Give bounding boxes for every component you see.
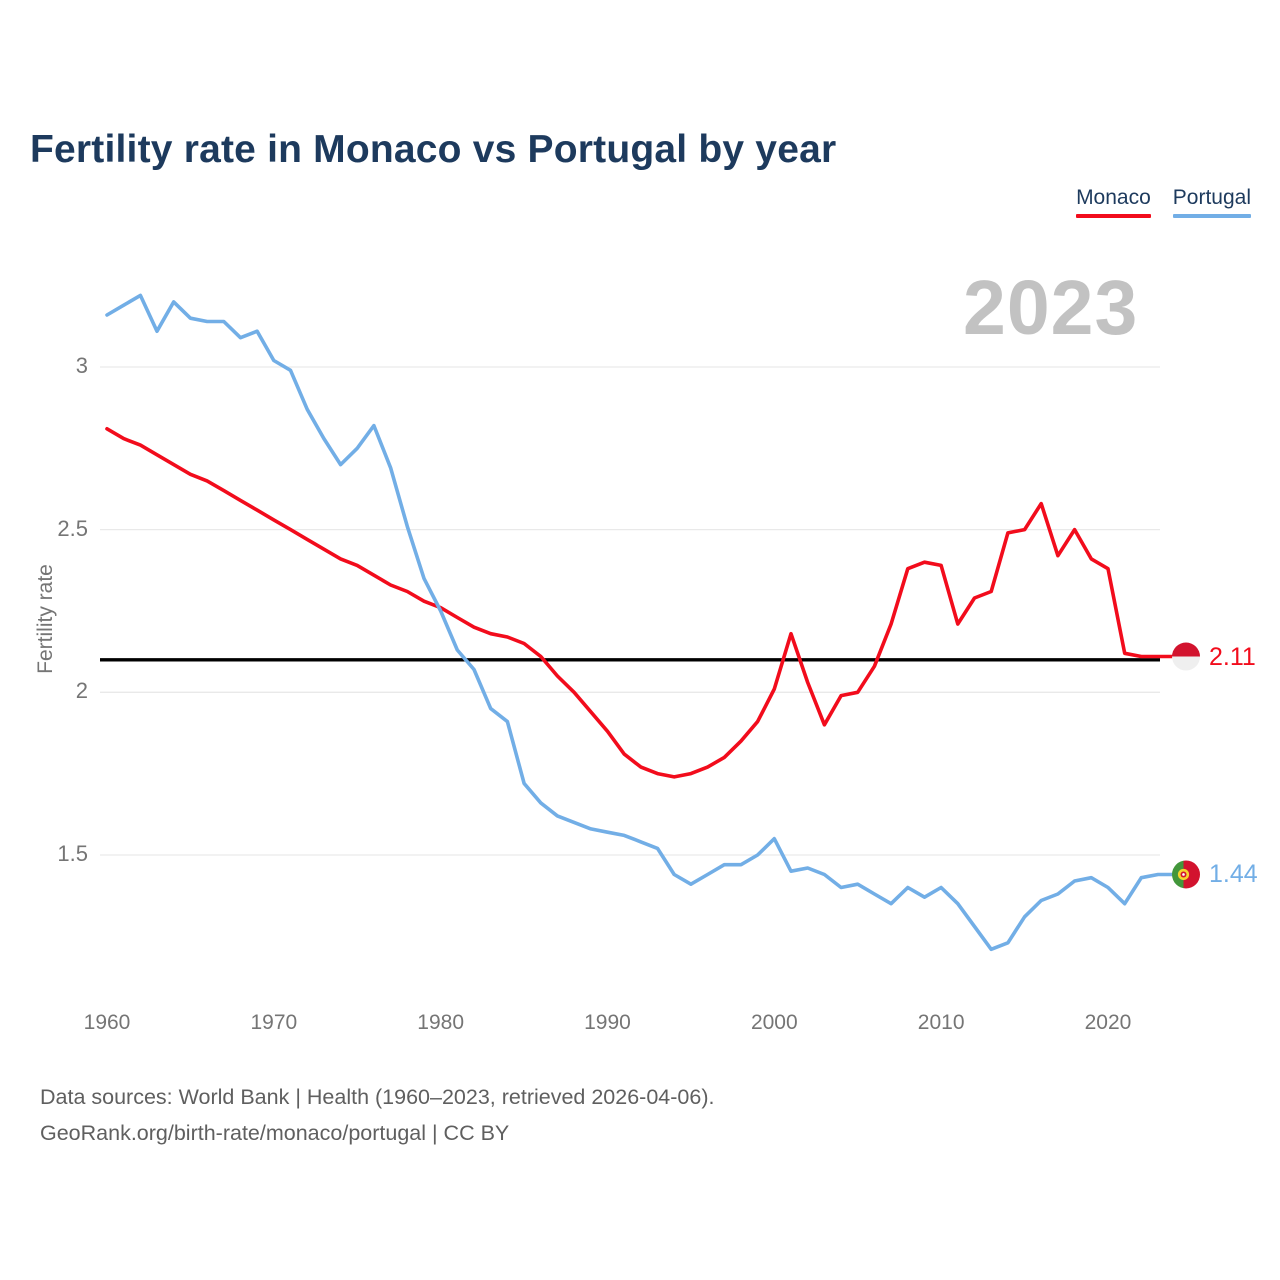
year-watermark: 2023: [963, 265, 1139, 351]
legend-item-portugal[interactable]: Portugal: [1172, 186, 1251, 218]
legend-underline-portugal: [1172, 214, 1251, 218]
page-title: Fertility rate in Monaco vs Portugal by …: [30, 128, 837, 172]
source-note: Data sources: World Bank | Health (1960–…: [40, 1079, 714, 1151]
portugal-end-value: 1.44: [1209, 860, 1258, 888]
portugal-line[interactable]: [105, 293, 1174, 952]
x-tick-label: 1960: [83, 1011, 131, 1034]
portugal-flag-icon: [1172, 860, 1200, 889]
x-tick-label: 2000: [750, 1011, 798, 1034]
y-tick-label: 3: [75, 353, 88, 378]
y-axis-title: Fertility rate: [34, 564, 57, 674]
legend-underline-monaco: [1076, 214, 1151, 218]
monaco-flag-icon: [1172, 642, 1200, 671]
y-tick-label: 2.5: [57, 515, 88, 541]
x-tick-label: 1970: [250, 1011, 298, 1034]
legend: Monaco Portugal: [1076, 186, 1251, 218]
monaco-end-value: 2.11: [1209, 643, 1256, 671]
source-line: Data sources: World Bank | Health (1960–…: [40, 1085, 715, 1109]
x-tick-label: 1980: [417, 1011, 465, 1034]
monaco-line[interactable]: [105, 426, 1174, 779]
legend-label-monaco: Monaco: [1076, 186, 1151, 209]
source-link-line[interactable]: GeoRank.org/birth-rate/monaco/portugal |…: [40, 1121, 510, 1145]
x-tick-label: 1990: [584, 1011, 631, 1034]
y-tick-label: 2: [75, 678, 88, 704]
legend-label-portugal: Portugal: [1172, 186, 1251, 209]
x-tick-label: 2020: [1084, 1011, 1132, 1034]
y-tick-label: 1.5: [57, 840, 88, 866]
x-tick-label: 2010: [917, 1011, 965, 1034]
legend-item-monaco[interactable]: Monaco: [1076, 186, 1151, 218]
